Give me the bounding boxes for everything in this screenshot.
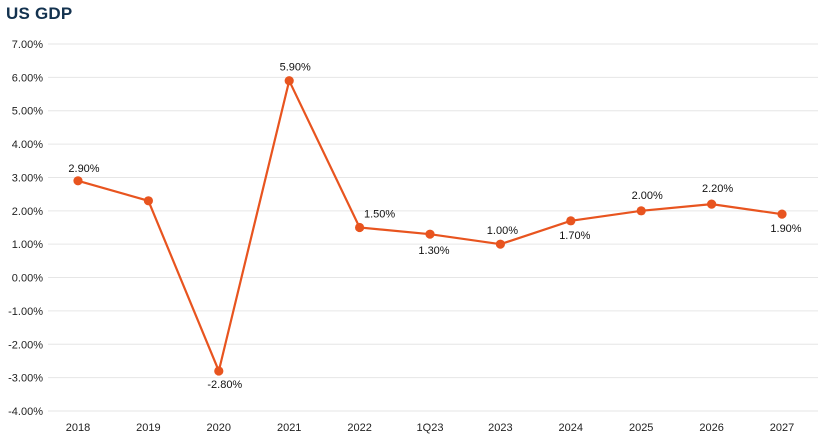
x-tick-label: 2022 xyxy=(347,422,371,434)
data-point xyxy=(777,209,787,219)
y-tick-label: 2.00% xyxy=(12,206,43,218)
y-tick-label: 4.00% xyxy=(12,139,43,151)
data-point xyxy=(707,199,717,209)
x-tick-label: 2024 xyxy=(559,422,583,434)
data-point xyxy=(284,76,294,86)
y-tick-label: 7.00% xyxy=(12,39,43,51)
x-tick-label: 2020 xyxy=(207,422,231,434)
data-label: 1.50% xyxy=(364,209,395,221)
y-tick-label: 0.00% xyxy=(12,273,43,285)
y-tick-label: 5.00% xyxy=(12,106,43,118)
x-tick-label: 2021 xyxy=(277,422,301,434)
y-tick-label: -2.00% xyxy=(8,339,43,351)
data-point xyxy=(495,239,505,249)
series-line xyxy=(77,77,783,375)
gridlines xyxy=(48,43,818,412)
data-label: 1.90% xyxy=(770,223,801,235)
y-tick-label: 3.00% xyxy=(12,172,43,184)
x-tick-label: 2026 xyxy=(699,422,723,434)
y-tick-label: 1.00% xyxy=(12,239,43,251)
data-points xyxy=(73,76,787,376)
data-label: 1.70% xyxy=(559,230,590,242)
x-tick-label: 1Q23 xyxy=(417,422,444,434)
x-tick-label: 2025 xyxy=(629,422,653,434)
data-point xyxy=(636,206,646,216)
data-labels: 2.90% -2.80% 5.90% 1.50% 1.30% 1.00% 1.70% 2.00… xyxy=(68,62,801,391)
data-point xyxy=(425,229,435,239)
data-label: 5.90% xyxy=(280,62,311,74)
data-label: 2.00% xyxy=(632,190,663,202)
y-tick-label: 6.00% xyxy=(12,72,43,84)
y-tick-label: -4.00% xyxy=(8,406,43,418)
chart-title: US GDP xyxy=(6,4,73,23)
x-axis-ticks: 2018 2019 2020 2021 2022 1Q23 2023 2024 2025 2026… xyxy=(66,422,794,434)
x-tick-label: 2027 xyxy=(770,422,794,434)
data-label: 2.20% xyxy=(702,183,733,195)
data-point xyxy=(214,366,224,376)
data-label: 1.00% xyxy=(487,225,518,237)
x-tick-label: 2019 xyxy=(136,422,160,434)
data-label: 2.90% xyxy=(68,163,99,175)
data-label: 1.30% xyxy=(418,245,449,257)
y-axis-ticks: 7.00% 6.00% 5.00% 4.00% 3.00% 2.00% 1.00% 0.00%… xyxy=(8,39,43,418)
data-point xyxy=(73,176,83,186)
x-tick-label: 2018 xyxy=(66,422,90,434)
y-tick-label: -1.00% xyxy=(8,306,43,318)
y-tick-label: -3.00% xyxy=(8,373,43,385)
data-point xyxy=(566,216,576,226)
data-point xyxy=(355,222,365,233)
data-label: -2.80% xyxy=(207,379,242,391)
x-tick-label: 2023 xyxy=(488,422,512,434)
data-point xyxy=(143,196,153,206)
